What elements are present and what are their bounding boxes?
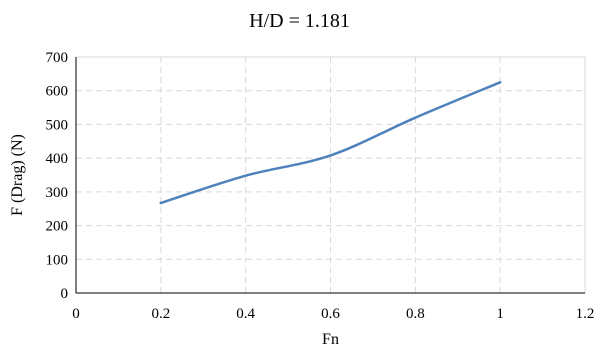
x-tick-label: 0	[72, 306, 80, 322]
y-tick-label: 200	[46, 219, 69, 235]
x-tick-label: 1	[496, 306, 504, 322]
x-axis-title: Fn	[322, 331, 339, 348]
y-tick-label: 500	[46, 117, 69, 133]
y-axis-title: F (Drag) (N)	[9, 134, 26, 216]
y-tick-label: 700	[46, 50, 69, 66]
x-tick-label: 0.2	[151, 306, 170, 322]
chart-title: H/D = 1.181	[249, 10, 350, 32]
y-tick-label: 100	[46, 252, 69, 268]
x-tick-label: 0.8	[406, 306, 425, 322]
y-tick-label: 0	[61, 286, 69, 302]
y-tick-label: 300	[46, 185, 69, 201]
data-point	[329, 154, 332, 157]
y-tick-label: 400	[46, 151, 69, 167]
x-tick-label: 1.2	[576, 306, 595, 322]
data-point	[159, 201, 163, 205]
data-point	[498, 81, 502, 84]
x-tick-label: 0.4	[236, 306, 255, 322]
x-tick-label: 0.6	[321, 306, 340, 322]
data-point	[244, 174, 247, 177]
data-point	[414, 116, 417, 119]
y-tick-label: 600	[46, 84, 69, 100]
